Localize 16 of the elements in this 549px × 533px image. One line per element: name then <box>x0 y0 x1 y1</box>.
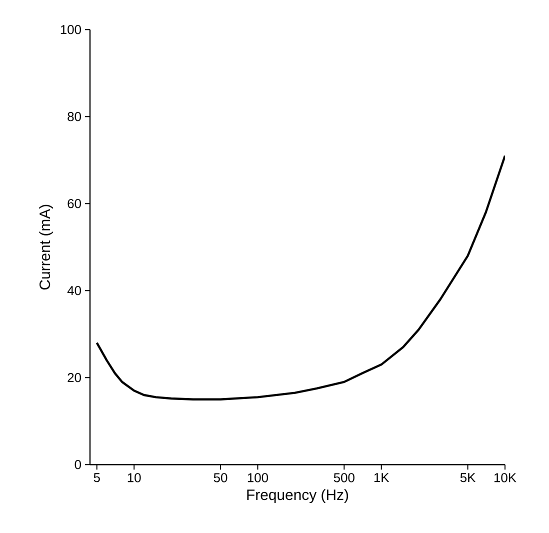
x-tick-label: 5K <box>460 473 476 482</box>
x-tick-label: 10K <box>494 473 516 482</box>
y-tick-label: 40 <box>67 286 81 296</box>
y-tick-label: 20 <box>68 373 81 382</box>
x-tick-label: 100 <box>248 473 268 482</box>
y-axis-title: Current (mA) <box>39 204 54 290</box>
x-tick-label: 10 <box>128 473 141 482</box>
x-axis-title: Frequency (Hz) <box>247 489 348 504</box>
x-tick-label: 50 <box>214 473 228 482</box>
y-tick-label: 60 <box>68 199 81 208</box>
y-tick-label: 100 <box>60 25 81 34</box>
x-tick-label: 5 <box>94 473 100 482</box>
x-tick-label: 1K <box>374 473 390 482</box>
y-tick-label: 0 <box>74 460 81 470</box>
x-tick-label: 500 <box>334 473 354 482</box>
y-tick-label: 80 <box>68 112 81 122</box>
